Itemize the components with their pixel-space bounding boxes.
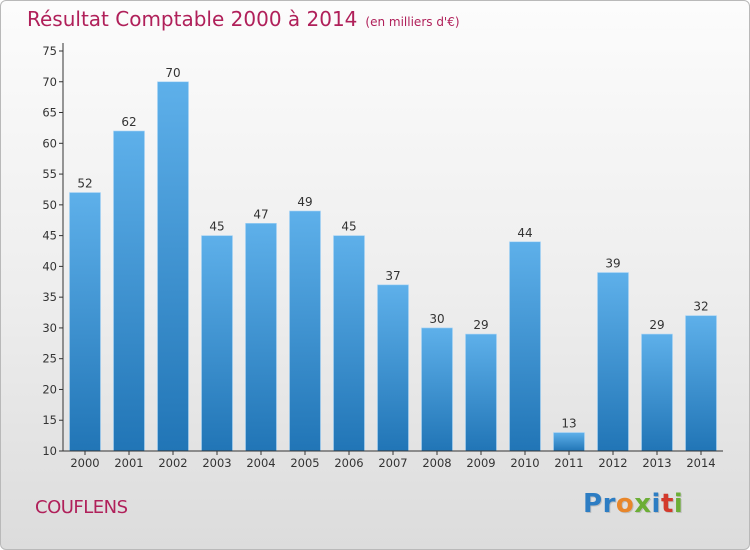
logo-letter: i <box>651 489 661 519</box>
bar[interactable] <box>377 284 409 452</box>
data-label: 32 <box>693 300 708 314</box>
data-label: 52 <box>77 177 92 191</box>
bar[interactable] <box>509 241 541 452</box>
bar[interactable] <box>245 223 277 452</box>
y-tick-label: 70 <box>42 75 57 89</box>
commune-name: COUFLENS <box>35 497 128 518</box>
x-tick-label: 2011 <box>554 456 583 470</box>
x-tick-label: 2005 <box>290 456 319 470</box>
data-label: 45 <box>209 220 224 234</box>
bar[interactable] <box>685 315 717 452</box>
proxiti-logo[interactable]: Proxiti <box>583 489 683 519</box>
title-text: Résultat Comptable 2000 à 2014 <box>27 7 358 31</box>
x-tick-label: 2010 <box>510 456 539 470</box>
data-label: 44 <box>517 226 532 240</box>
x-tick-label: 2012 <box>598 456 627 470</box>
bar[interactable] <box>113 130 145 452</box>
y-tick-label: 20 <box>42 382 57 396</box>
data-label: 37 <box>385 269 400 283</box>
y-tick-label: 30 <box>42 321 57 335</box>
logo-letter: i <box>673 489 684 519</box>
x-tick-label: 2013 <box>642 456 671 470</box>
y-tick-label: 60 <box>42 136 57 150</box>
y-tick-label: 15 <box>42 413 57 427</box>
data-label: 13 <box>561 417 576 431</box>
bars-group <box>69 81 717 452</box>
bar[interactable] <box>597 272 629 452</box>
axes-group: 10 15 20 25 30 35 40 45 50 55 60 65 70 75 <box>42 43 723 458</box>
logo-letter: t <box>660 489 674 519</box>
data-label: 62 <box>121 115 136 129</box>
bar[interactable] <box>465 333 497 452</box>
y-tick-label: 45 <box>42 229 57 243</box>
data-label: 70 <box>165 66 180 80</box>
labels-group: 52 2000 62 2001 70 2002 45 2003 47 2004 49 2005 45 20… <box>70 66 715 470</box>
data-label: 45 <box>341 220 356 234</box>
y-tick-label: 35 <box>42 290 57 304</box>
y-tick-label: 55 <box>42 167 57 181</box>
bar[interactable] <box>333 235 365 452</box>
title-unit: (en milliers d'€) <box>365 15 460 29</box>
data-label: 30 <box>429 312 444 326</box>
y-tick-label: 40 <box>42 259 57 273</box>
x-tick-label: 2001 <box>114 456 143 470</box>
y-tick-label: 10 <box>42 444 57 458</box>
data-label: 39 <box>605 257 620 271</box>
logo-letter: r <box>602 489 616 519</box>
x-tick-label: 2007 <box>378 456 407 470</box>
y-tick-label: 65 <box>42 106 57 120</box>
bar[interactable] <box>553 432 585 452</box>
x-tick-label: 2006 <box>334 456 363 470</box>
y-tick-label: 75 <box>42 44 57 58</box>
bar[interactable] <box>641 333 673 452</box>
bar[interactable] <box>157 81 189 452</box>
bar[interactable] <box>289 210 321 452</box>
bar[interactable] <box>201 235 233 452</box>
y-tick-label: 50 <box>42 198 57 212</box>
x-tick-label: 2003 <box>202 456 231 470</box>
bar[interactable] <box>421 327 453 452</box>
data-label: 29 <box>649 318 664 332</box>
logo-letter: x <box>634 489 652 519</box>
logo-letter: P <box>583 489 603 519</box>
bar[interactable] <box>69 192 101 452</box>
x-tick-label: 2004 <box>246 456 275 470</box>
data-label: 49 <box>297 195 312 209</box>
data-label: 47 <box>253 207 268 221</box>
logo-letter: o <box>615 489 635 519</box>
chart-title: Résultat Comptable 2000 à 2014 (en millie… <box>27 7 460 31</box>
x-tick-label: 2002 <box>158 456 187 470</box>
x-tick-label: 2014 <box>686 456 715 470</box>
data-label: 29 <box>473 318 488 332</box>
x-tick-label: 2009 <box>466 456 495 470</box>
x-tick-label: 2000 <box>70 456 99 470</box>
y-tick-label: 25 <box>42 352 57 366</box>
x-tick-label: 2008 <box>422 456 451 470</box>
